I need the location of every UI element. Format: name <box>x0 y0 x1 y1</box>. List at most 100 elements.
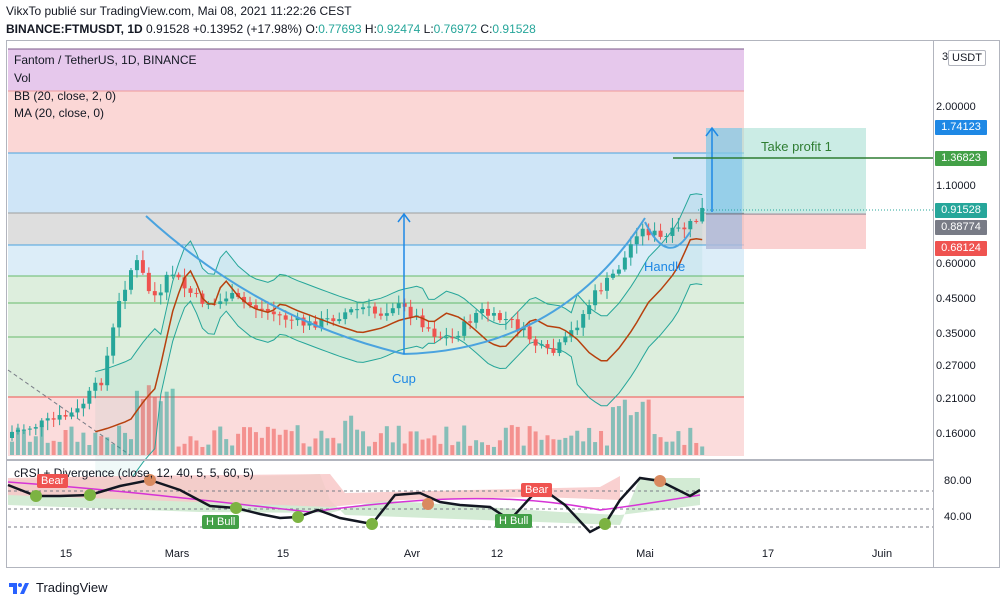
candle-body <box>432 328 437 337</box>
volume-bar <box>646 399 651 455</box>
volume-bar <box>313 438 318 455</box>
candle-body <box>75 408 80 413</box>
volume-bar <box>367 446 371 455</box>
volume-bar <box>343 420 348 455</box>
candle-body <box>325 318 330 320</box>
volume-bar <box>420 439 425 455</box>
time-label: Juin <box>871 548 893 560</box>
price-tag-stop: 0.68124 <box>935 241 987 256</box>
candle-body <box>224 298 229 302</box>
volume-bars <box>10 385 705 455</box>
volume-bar <box>652 434 657 455</box>
candle-body <box>57 415 62 420</box>
legend-ma[interactable]: MA (20, close, 0) <box>14 106 105 120</box>
candle-body <box>87 390 92 404</box>
volume-bar <box>307 446 312 455</box>
time-label: 15 <box>59 548 73 560</box>
bollinger-lower <box>95 283 703 493</box>
candle-body <box>301 317 306 326</box>
candle-body <box>378 313 383 316</box>
candle-body <box>51 418 56 420</box>
volume-bar <box>259 437 264 455</box>
candle-body <box>289 319 294 321</box>
volume-bar <box>105 437 110 455</box>
candle-body <box>134 260 139 271</box>
volume-bar <box>557 439 562 455</box>
rsi-tick: 40.00 <box>944 511 972 523</box>
volume-bar <box>289 431 294 455</box>
bollinger-fill <box>95 193 703 492</box>
moving-average-line <box>95 237 703 433</box>
price-tick: 0.35000 <box>936 328 976 340</box>
candle-body <box>396 303 401 309</box>
rsi-tick: 80.00 <box>944 475 972 487</box>
volume-bar <box>349 415 354 455</box>
volume-bar <box>634 411 639 455</box>
volume-bar <box>497 440 502 455</box>
volume-bar <box>248 427 252 455</box>
volume-bar <box>426 438 431 455</box>
volume-bar <box>396 425 401 455</box>
price-scale-border <box>933 40 934 568</box>
candle-body <box>593 290 598 306</box>
zone-gray <box>8 213 744 245</box>
volume-bar <box>230 445 235 455</box>
bear-label: Bear <box>521 483 553 497</box>
bollinger-upper <box>95 193 703 373</box>
volume-bar <box>337 443 342 455</box>
candle-body <box>569 330 574 337</box>
volume-bar <box>480 442 485 455</box>
volume-bar <box>361 431 366 455</box>
legend-title[interactable]: Fantom / TetherUS, 1D, BINANCE <box>14 53 197 67</box>
volume-bar <box>301 443 306 455</box>
volume-bar <box>682 444 687 455</box>
legend-bb[interactable]: BB (20, close, 2, 0) <box>14 89 117 103</box>
candle-body <box>610 273 615 278</box>
candle-body <box>509 319 514 321</box>
legend-crsi[interactable]: cRSI + Divergence (close, 12, 40, 5, 5, … <box>14 466 254 480</box>
candle-body <box>188 288 193 293</box>
candle-body <box>93 382 98 391</box>
crsi-bull-dot <box>599 518 611 530</box>
volume-bar <box>450 445 455 455</box>
volume-bar <box>21 429 26 455</box>
volume-bar <box>628 415 633 455</box>
volume-bar <box>57 441 62 455</box>
candle-body <box>539 344 544 346</box>
candle-body <box>129 270 133 290</box>
candle-body <box>384 313 389 316</box>
pane-divider[interactable] <box>6 459 933 461</box>
candle-body <box>176 274 181 278</box>
candle-body <box>420 315 425 328</box>
volume-bar <box>117 425 122 455</box>
zone-lightblue <box>8 245 744 276</box>
volume-bar <box>503 427 508 455</box>
volume-bar <box>545 435 550 455</box>
volume-bar <box>575 430 580 455</box>
candle-body <box>503 319 508 321</box>
volume-bar <box>331 437 336 455</box>
zone-blue <box>8 153 744 213</box>
candle-body <box>111 327 116 356</box>
tradingview-brand[interactable]: TradingView <box>8 580 108 595</box>
candle-body <box>664 235 669 237</box>
volume-bar <box>271 428 276 455</box>
volume-bar <box>27 441 32 455</box>
symbol-ohlc-line: BINANCE:FTMUSDT, 1D 0.91528 +0.13952 (+1… <box>6 22 536 36</box>
volume-bar <box>212 430 217 455</box>
candle-body <box>242 296 247 303</box>
volume-bar <box>319 430 324 455</box>
candle-body <box>265 308 270 312</box>
volume-bar <box>462 425 467 455</box>
price-tick: 1.10000 <box>936 180 976 192</box>
volume-bar <box>491 446 496 455</box>
close-value: 0.91528 <box>492 22 536 36</box>
candle-body <box>81 403 86 409</box>
tradingview-logo-icon <box>9 582 29 594</box>
currency-button[interactable]: USDT <box>948 50 986 66</box>
candlesticks <box>10 197 705 441</box>
stop-zone <box>706 214 866 249</box>
legend-vol[interactable]: Vol <box>14 71 31 85</box>
volume-bar <box>474 440 479 455</box>
